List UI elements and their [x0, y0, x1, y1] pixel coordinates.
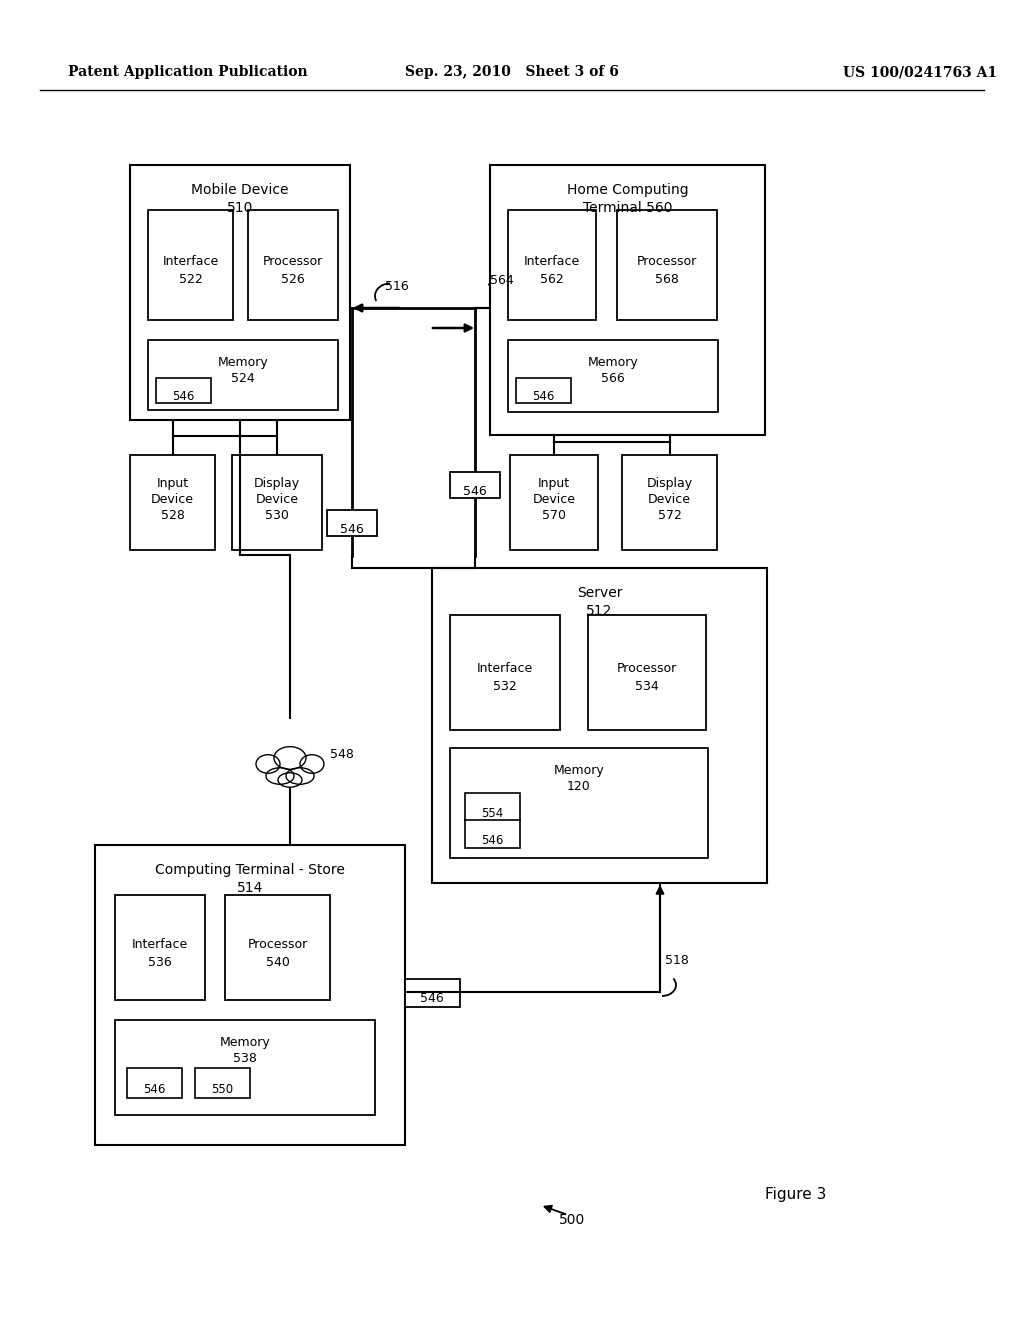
Text: Home Computing: Home Computing — [566, 183, 688, 197]
Bar — [225, 895, 330, 1001]
Bar — [156, 378, 211, 403]
Bar — [510, 455, 598, 550]
Bar — [232, 455, 322, 550]
Bar — [588, 615, 706, 730]
Text: 510: 510 — [226, 201, 253, 215]
Text: 512: 512 — [587, 605, 612, 618]
Bar — [450, 748, 708, 858]
Text: 528: 528 — [161, 510, 184, 521]
Text: Display: Display — [646, 477, 692, 490]
Bar — [127, 1068, 182, 1098]
Text: 546: 546 — [172, 389, 195, 403]
Text: Memory: Memory — [588, 356, 638, 370]
Text: Mobile Device: Mobile Device — [191, 183, 289, 197]
Text: 548: 548 — [330, 748, 354, 762]
Text: 522: 522 — [178, 273, 203, 286]
Bar — [406, 979, 460, 1007]
Text: Computing Terminal - Store: Computing Terminal - Store — [155, 863, 345, 876]
Ellipse shape — [266, 768, 294, 784]
Bar — [450, 615, 560, 730]
Text: Memory: Memory — [218, 356, 268, 370]
Text: 514: 514 — [237, 880, 263, 895]
Text: 562: 562 — [540, 273, 564, 286]
Bar — [622, 455, 717, 550]
Text: 120: 120 — [567, 780, 591, 793]
Text: Interface: Interface — [163, 255, 219, 268]
Bar — [617, 210, 717, 319]
Text: 540: 540 — [265, 956, 290, 969]
Bar — [508, 210, 596, 319]
Ellipse shape — [278, 772, 302, 787]
Text: Terminal 560: Terminal 560 — [583, 201, 672, 215]
Bar — [465, 793, 520, 821]
Ellipse shape — [286, 768, 314, 784]
Text: 532: 532 — [494, 681, 517, 693]
Text: Input: Input — [538, 477, 570, 490]
Bar — [195, 1068, 250, 1098]
Bar — [148, 341, 338, 411]
Text: 546: 546 — [463, 484, 486, 498]
Bar — [115, 895, 205, 1001]
Text: Processor: Processor — [248, 937, 307, 950]
Bar — [115, 1020, 375, 1115]
Text: 554: 554 — [481, 807, 503, 820]
Text: 516: 516 — [385, 280, 409, 293]
Text: Patent Application Publication: Patent Application Publication — [68, 65, 307, 79]
Text: 518: 518 — [665, 953, 689, 966]
Text: 546: 546 — [481, 834, 503, 847]
Text: Device: Device — [648, 492, 691, 506]
Text: 500: 500 — [559, 1213, 585, 1228]
Bar — [248, 210, 338, 319]
Text: Device: Device — [151, 492, 194, 506]
Text: 546: 546 — [142, 1082, 165, 1096]
Bar — [130, 455, 215, 550]
Bar — [148, 210, 233, 319]
Bar — [465, 820, 520, 847]
Text: Interface: Interface — [524, 255, 581, 268]
Text: Figure 3: Figure 3 — [765, 1188, 826, 1203]
Bar — [508, 341, 718, 412]
Text: Processor: Processor — [263, 255, 324, 268]
Ellipse shape — [256, 755, 280, 774]
Text: 530: 530 — [265, 510, 289, 521]
Bar — [327, 510, 377, 536]
Bar — [516, 378, 571, 403]
Text: 536: 536 — [148, 956, 172, 969]
Text: 546: 546 — [340, 523, 364, 536]
Text: Server: Server — [577, 586, 623, 601]
Text: Processor: Processor — [616, 663, 677, 676]
Text: Processor: Processor — [637, 255, 697, 268]
Text: 538: 538 — [233, 1052, 257, 1065]
Bar — [95, 845, 406, 1144]
Text: 570: 570 — [542, 510, 566, 521]
Text: 550: 550 — [211, 1082, 233, 1096]
Bar — [432, 568, 767, 883]
Text: Interface: Interface — [477, 663, 534, 676]
Ellipse shape — [274, 747, 306, 770]
Ellipse shape — [300, 755, 324, 774]
Text: Input: Input — [157, 477, 188, 490]
Text: 524: 524 — [231, 372, 255, 385]
Text: 572: 572 — [657, 510, 681, 521]
Text: Memory: Memory — [219, 1036, 270, 1049]
Bar — [450, 473, 500, 498]
Text: 534: 534 — [635, 681, 658, 693]
Text: Device: Device — [256, 492, 299, 506]
Text: 546: 546 — [531, 389, 554, 403]
Text: US 100/0241763 A1: US 100/0241763 A1 — [843, 65, 997, 79]
Text: Interface: Interface — [132, 937, 188, 950]
Text: 546: 546 — [420, 993, 443, 1005]
Bar — [490, 165, 765, 436]
Bar — [130, 165, 350, 420]
Text: Sep. 23, 2010   Sheet 3 of 6: Sep. 23, 2010 Sheet 3 of 6 — [406, 65, 618, 79]
Text: 526: 526 — [282, 273, 305, 286]
Text: 566: 566 — [601, 372, 625, 385]
Text: 568: 568 — [655, 273, 679, 286]
Text: 564: 564 — [490, 273, 514, 286]
Text: Device: Device — [532, 492, 575, 506]
Text: Display: Display — [254, 477, 300, 490]
Text: Memory: Memory — [554, 764, 604, 777]
